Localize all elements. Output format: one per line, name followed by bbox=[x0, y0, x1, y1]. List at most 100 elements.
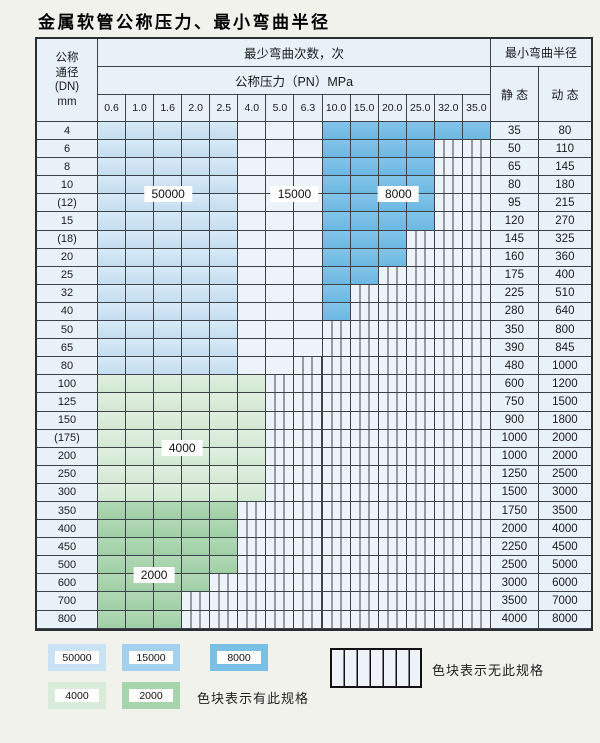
dn-cell: 500 bbox=[37, 556, 98, 575]
table-row: 10 80 180 bbox=[37, 176, 591, 195]
nospec-cell bbox=[462, 538, 491, 557]
spec-cell bbox=[154, 158, 183, 177]
dynamic-cell: 800 bbox=[538, 321, 591, 340]
spec-cell bbox=[350, 158, 379, 177]
spec-cell bbox=[154, 212, 183, 231]
spec-cell bbox=[154, 230, 183, 249]
spec-cell bbox=[266, 321, 295, 340]
spec-cell bbox=[182, 212, 211, 231]
static-cell: 175 bbox=[490, 266, 539, 285]
no-spec-swatch bbox=[330, 648, 422, 688]
nospec-cell bbox=[238, 592, 267, 611]
dynamic-header: 动 态 bbox=[539, 67, 591, 122]
dn-cell: 20 bbox=[37, 248, 98, 267]
static-cell: 1000 bbox=[490, 447, 539, 466]
spec-cell bbox=[154, 610, 183, 629]
spec-cell bbox=[378, 248, 407, 267]
nospec-cell bbox=[294, 592, 323, 611]
nospec-cell bbox=[434, 357, 463, 376]
static-cell: 1500 bbox=[490, 483, 539, 502]
dn-cell: 25 bbox=[37, 266, 98, 285]
nospec-cell bbox=[434, 140, 463, 159]
spec-cell bbox=[350, 266, 379, 285]
spec-cell bbox=[182, 321, 211, 340]
static-cell: 1000 bbox=[490, 429, 539, 448]
spec-cell bbox=[182, 357, 211, 376]
table-row: 600 3000 6000 bbox=[37, 574, 591, 593]
nospec-cell bbox=[322, 447, 351, 466]
spec-cell bbox=[126, 284, 155, 303]
dynamic-cell: 7000 bbox=[538, 592, 591, 611]
spec-cell bbox=[126, 302, 155, 322]
nospec-cell bbox=[350, 339, 379, 358]
dynamic-cell: 80 bbox=[538, 122, 591, 141]
nospec-cell bbox=[294, 465, 323, 484]
pressure-tick: 6.3 bbox=[294, 95, 323, 122]
nospec-cell bbox=[266, 483, 295, 502]
dn-cell: 40 bbox=[37, 302, 98, 322]
nospec-cell bbox=[294, 556, 323, 575]
spec-cell bbox=[126, 158, 155, 177]
nospec-cell bbox=[378, 538, 407, 557]
spec-cell bbox=[98, 610, 127, 629]
static-cell: 390 bbox=[490, 339, 539, 358]
spec-cell bbox=[294, 321, 323, 340]
spec-cell bbox=[350, 248, 379, 267]
nospec-cell bbox=[378, 284, 407, 303]
table-header: 公称 通径 (DN) mm 最少弯曲次数，次 公称压力（PN）MPa 0.6 1.… bbox=[37, 39, 591, 122]
table-row: 4 35 80 bbox=[37, 122, 591, 141]
cycle-label: 50000 bbox=[144, 186, 192, 203]
nospec-cell bbox=[350, 465, 379, 484]
static-cell: 480 bbox=[490, 357, 539, 376]
dynamic-cell: 215 bbox=[538, 194, 591, 213]
nospec-cell bbox=[238, 501, 267, 521]
spec-cell bbox=[98, 302, 127, 322]
nospec-cell bbox=[350, 592, 379, 611]
nospec-cell bbox=[406, 339, 435, 358]
nospec-cell bbox=[322, 375, 351, 394]
table-row: 450 2250 4500 bbox=[37, 538, 591, 557]
spec-cell bbox=[98, 447, 127, 466]
legend-swatch-8000: 8000 bbox=[210, 644, 268, 671]
spec-cell bbox=[266, 302, 295, 322]
spec-cell bbox=[378, 158, 407, 177]
spec-cell bbox=[406, 212, 435, 231]
static-cell: 4000 bbox=[490, 610, 539, 629]
static-cell: 120 bbox=[490, 212, 539, 231]
spec-cell bbox=[322, 176, 351, 195]
nospec-cell bbox=[378, 302, 407, 322]
pressure-tick: 25.0 bbox=[406, 95, 435, 122]
nospec-cell bbox=[210, 574, 239, 593]
legend-has-spec-text: 色块表示有此规格 bbox=[197, 691, 310, 706]
nospec-cell bbox=[322, 465, 351, 484]
nospec-cell bbox=[406, 520, 435, 539]
dn-cell: 8 bbox=[37, 158, 98, 177]
static-cell: 225 bbox=[490, 284, 539, 303]
table-row: (175) 1000 2000 bbox=[37, 429, 591, 448]
nospec-cell bbox=[350, 284, 379, 303]
spec-cell bbox=[154, 284, 183, 303]
dn-cell: 4 bbox=[37, 122, 98, 141]
dn-cell: 80 bbox=[37, 357, 98, 376]
spec-cell bbox=[154, 357, 183, 376]
dynamic-cell: 4500 bbox=[538, 538, 591, 557]
nospec-cell bbox=[294, 393, 323, 412]
spec-cell bbox=[154, 465, 183, 484]
dynamic-cell: 6000 bbox=[538, 574, 591, 593]
pressure-tick: 4.0 bbox=[238, 95, 267, 122]
spec-cell bbox=[98, 393, 127, 412]
spec-cell bbox=[98, 357, 127, 376]
pressure-tick: 32.0 bbox=[434, 95, 463, 122]
nospec-cell bbox=[294, 411, 323, 430]
spec-cell bbox=[210, 357, 239, 376]
spec-cell bbox=[406, 158, 435, 177]
spec-cell bbox=[322, 158, 351, 177]
nospec-cell bbox=[322, 321, 351, 340]
radius-header: 最小弯曲半径 bbox=[491, 39, 591, 67]
nospec-cell bbox=[434, 447, 463, 466]
spec-cell bbox=[126, 429, 155, 448]
spec-cell bbox=[266, 158, 295, 177]
table-row: 150 900 1800 bbox=[37, 411, 591, 430]
dn-cell: 700 bbox=[37, 592, 98, 611]
spec-cell bbox=[238, 194, 267, 213]
